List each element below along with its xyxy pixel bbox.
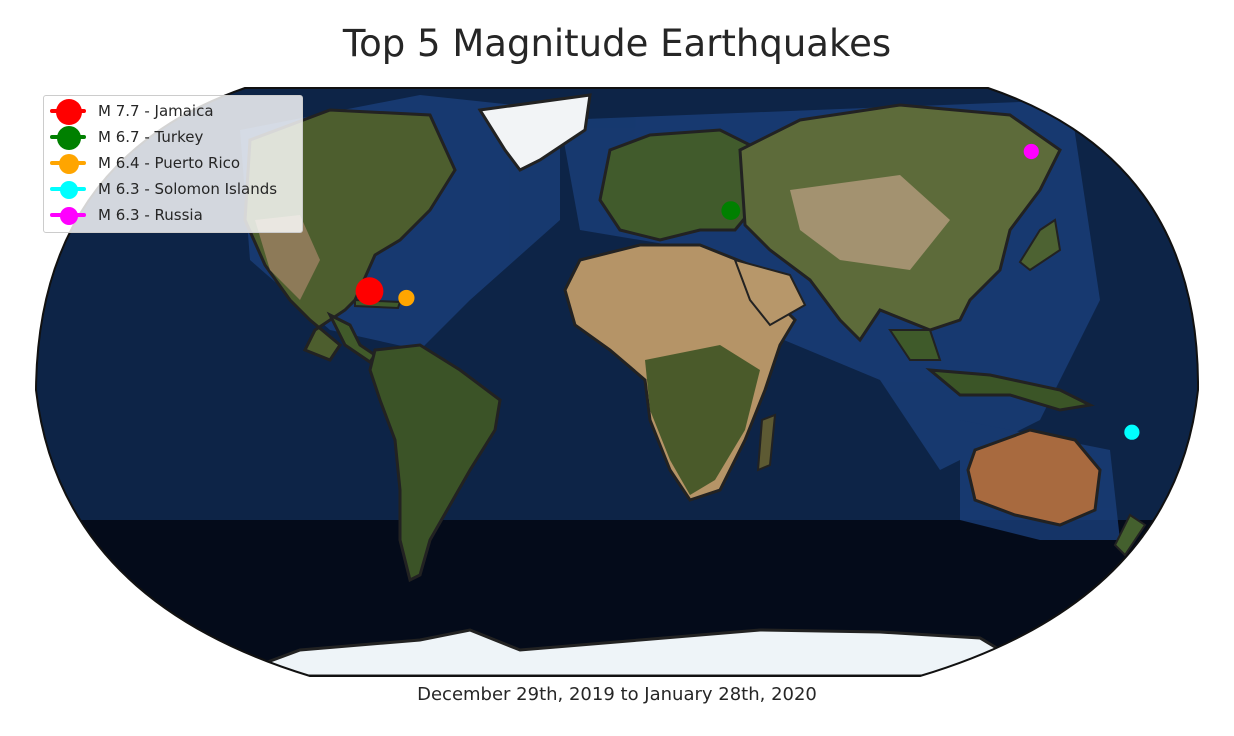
legend: M 7.7 - Jamaica M 6.7 - Turkey M 6.4 - P… [43,95,303,233]
legend-label: M 6.3 - Solomon Islands [98,180,278,198]
legend-marker-cyan [60,181,78,199]
legend-label: M 7.7 - Jamaica [98,102,214,120]
australia [966,428,1102,527]
legend-item-jamaica: M 7.7 - Jamaica [44,98,302,125]
south-america [368,343,502,583]
legend-item-turkey: M 6.7 - Turkey [44,124,302,150]
legend-marker-red [56,99,82,125]
legend-label: M 6.3 - Russia [98,206,203,224]
legend-item-russia: M 6.3 - Russia [44,202,302,228]
europe [598,128,762,242]
quake-marker-solomon-islands [1124,424,1140,440]
legend-label: M 6.4 - Puerto Rico [98,154,241,172]
legend-item-puerto-rico: M 6.4 - Puerto Rico [44,150,302,176]
arabian-peninsula [733,258,807,327]
quake-marker-jamaica [355,277,384,306]
legend-marker-orange [59,154,79,174]
quake-marker-turkey [721,201,741,221]
quake-marker-russia [1023,143,1039,160]
legend-marker-magenta [60,207,78,225]
map-frame [34,87,1200,677]
legend-marker-green [57,126,81,150]
quake-marker-puerto-rico [398,289,415,307]
indonesia [925,368,1095,412]
page-title: Top 5 Magnitude Earthquakes [342,22,892,65]
date-range-caption: December 29th, 2019 to January 28th, 202… [417,684,817,705]
legend-item-solomon-islands: M 6.3 - Solomon Islands [44,176,302,202]
greenland [477,93,592,172]
legend-label: M 6.7 - Turkey [98,128,204,146]
